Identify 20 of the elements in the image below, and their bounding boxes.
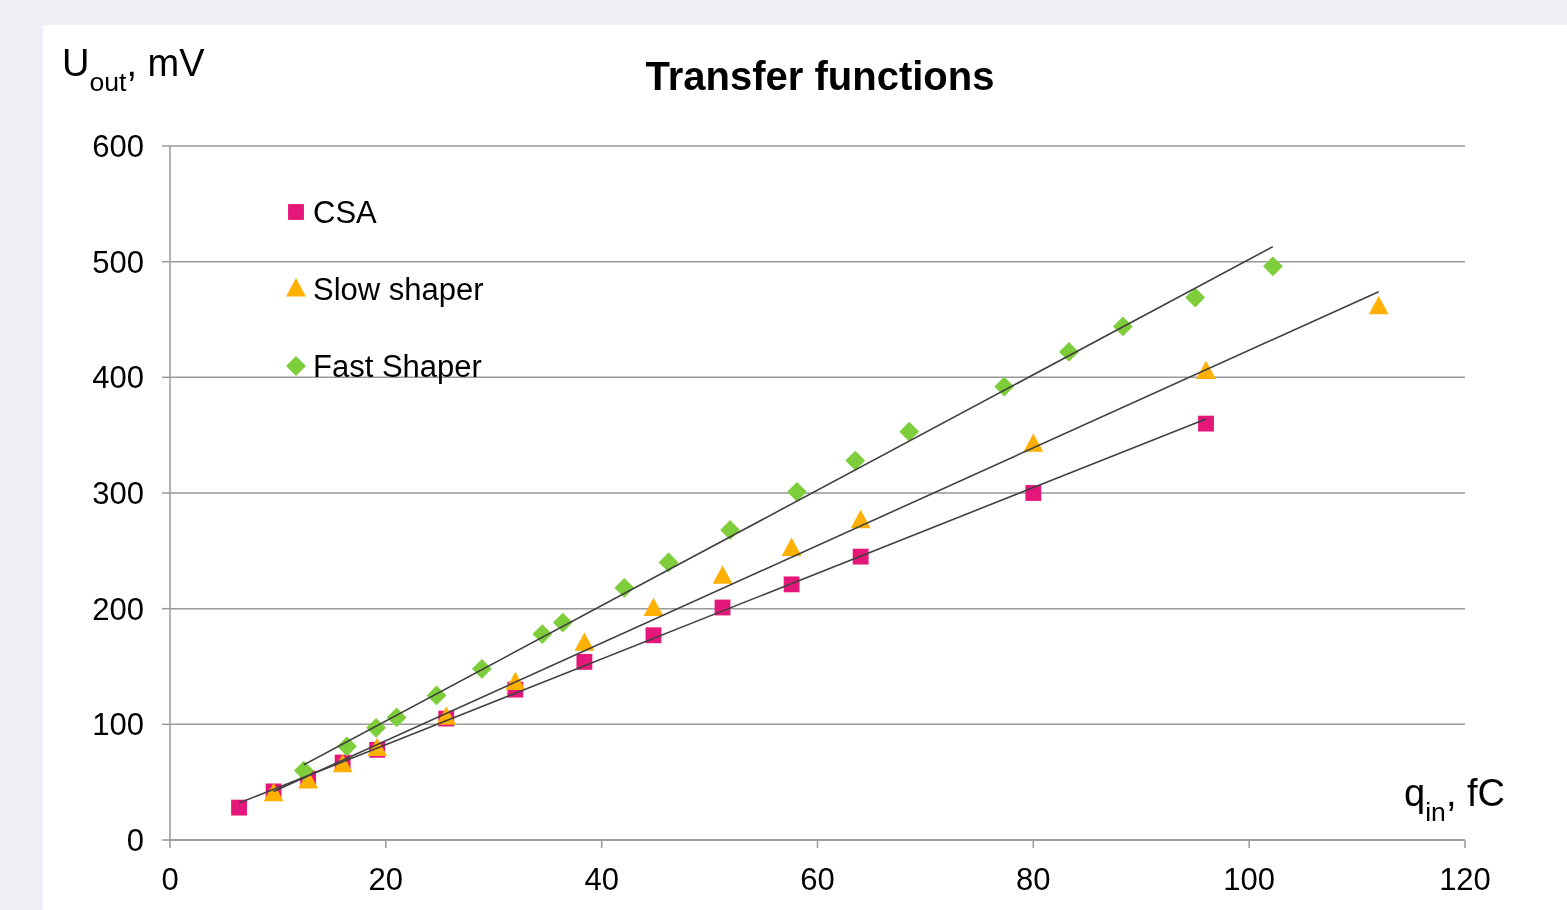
x-tick-label: 100 [1223, 862, 1276, 897]
x-axis-title: q$_{in}$, fC [1404, 772, 1505, 827]
y-tick-label: 0 [126, 822, 144, 858]
x-tick-label: 60 [800, 862, 835, 897]
y-tick-label: 500 [92, 244, 144, 280]
y-tick-label: 600 [92, 128, 144, 164]
legend-label: CSA [313, 194, 378, 230]
y-tick-label: 400 [92, 360, 144, 396]
y-axis-title: U$_{out}$, mV [62, 42, 206, 97]
legend-label: Slow shaper [313, 271, 484, 307]
y-tick-label: 300 [92, 475, 144, 511]
chart-title: Transfer functions [645, 54, 995, 98]
x-tick-label: 0 [161, 862, 179, 897]
x-tick-label: 120 [1439, 862, 1491, 897]
x-tick-label: 20 [368, 862, 404, 897]
legend-label: Fast Shaper [313, 348, 482, 384]
y-tick-label: 200 [92, 591, 144, 627]
x-tick-label: 80 [1016, 862, 1051, 897]
x-tick-label: 40 [584, 862, 619, 897]
y-tick-label: 100 [92, 707, 144, 743]
